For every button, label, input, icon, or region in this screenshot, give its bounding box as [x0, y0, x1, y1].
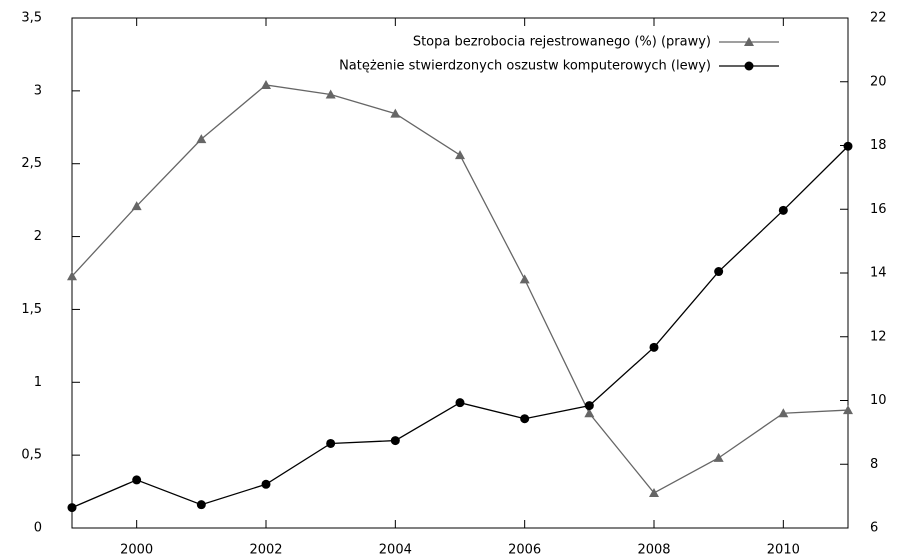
data-point	[390, 436, 400, 446]
y2-tick-label: 8	[870, 457, 878, 472]
y2-tick-label: 22	[870, 11, 887, 26]
y2-tick-label: 10	[870, 393, 887, 408]
y-tick-label: 0,5	[21, 448, 42, 463]
data-point	[649, 342, 659, 352]
data-point	[519, 274, 530, 284]
x-tick-label: 2004	[379, 543, 412, 558]
data-point	[520, 414, 530, 424]
data-point	[326, 438, 336, 448]
y-tick-label: 3	[34, 83, 42, 98]
y2-tick-label: 12	[870, 329, 887, 344]
data-point	[713, 452, 724, 462]
data-point	[584, 408, 595, 418]
data-point	[584, 401, 594, 411]
x-tick-label: 2006	[508, 543, 541, 558]
y2-tick-label: 16	[870, 202, 887, 217]
data-point	[132, 475, 142, 485]
data-point	[455, 150, 465, 160]
legend-label: Natężenie stwierdzonych oszustw komputer…	[339, 59, 711, 74]
x-tick-label: 2000	[120, 543, 153, 558]
x-tick-label: 2010	[767, 543, 800, 558]
y-tick-label: 1,5	[21, 302, 42, 317]
x-tick-label: 2002	[249, 543, 282, 558]
x-tick-label: 2008	[637, 543, 670, 558]
data-point	[196, 134, 207, 144]
series-line	[71, 145, 849, 509]
data-point	[67, 503, 77, 513]
y-tick-label: 0	[34, 521, 42, 536]
y2-tick-label: 14	[870, 266, 887, 281]
legend-marker	[744, 37, 754, 46]
data-point	[778, 408, 789, 418]
data-point	[843, 141, 853, 151]
data-point	[649, 487, 659, 497]
y-tick-label: 1	[34, 375, 42, 390]
data-point	[196, 500, 206, 510]
data-point	[455, 398, 465, 408]
data-point	[261, 79, 271, 89]
data-point	[714, 267, 724, 277]
data-point	[390, 108, 401, 118]
legend-marker	[744, 61, 754, 71]
data-point	[325, 89, 336, 99]
y2-tick-label: 20	[870, 74, 887, 89]
data-point	[131, 201, 142, 211]
y2-tick-label: 18	[870, 138, 887, 153]
legend-label: Stopa bezrobocia rejestrowanego (%) (pra…	[413, 35, 711, 50]
y-tick-label: 2	[34, 229, 42, 244]
series-line	[71, 84, 849, 494]
y-tick-label: 3,5	[21, 11, 42, 26]
y2-tick-label: 6	[870, 521, 878, 536]
data-point	[261, 479, 271, 489]
y-tick-label: 2,5	[21, 156, 42, 171]
data-point	[778, 205, 788, 215]
data-point	[843, 405, 853, 415]
data-point	[67, 271, 77, 281]
plot-frame	[71, 17, 849, 529]
